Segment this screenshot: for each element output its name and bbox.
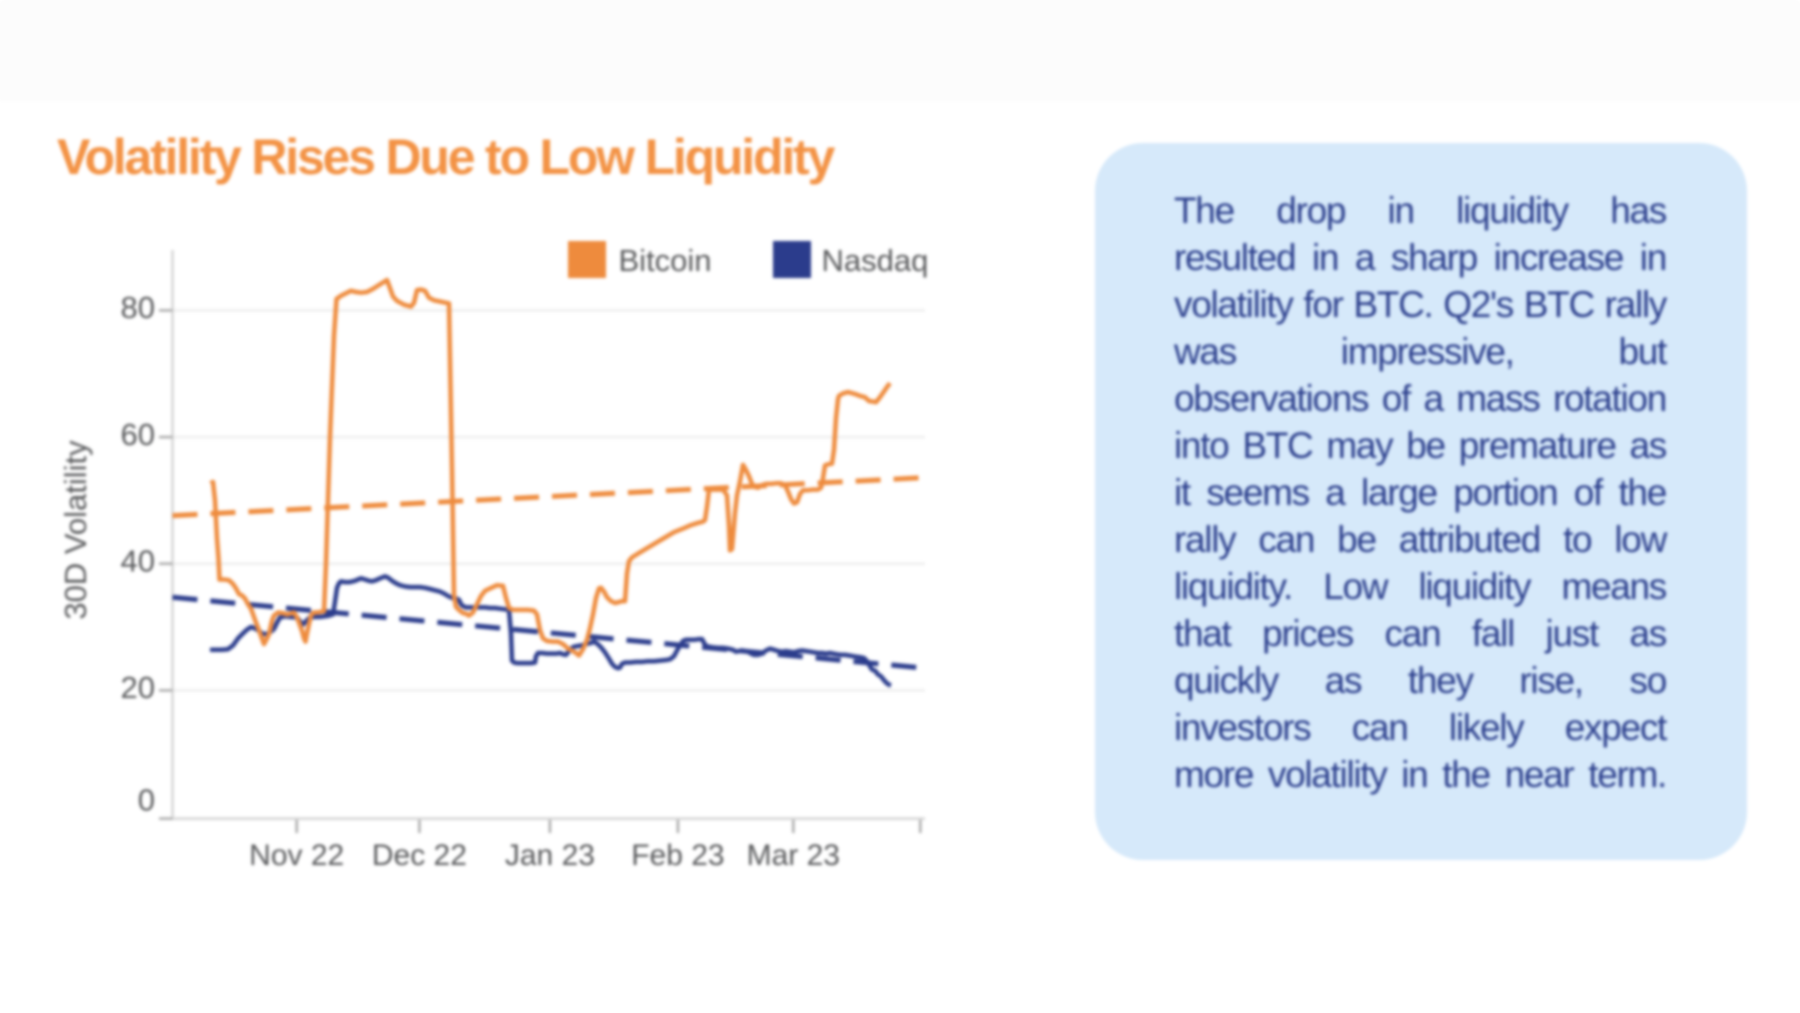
svg-text:0: 0 <box>138 783 155 818</box>
svg-text:80: 80 <box>121 290 155 325</box>
svg-text:60: 60 <box>121 417 155 452</box>
svg-text:Jan 23: Jan 23 <box>505 839 595 872</box>
svg-text:40: 40 <box>121 544 155 579</box>
svg-text:Feb 23: Feb 23 <box>631 839 724 872</box>
svg-text:Nov 22: Nov 22 <box>249 839 344 872</box>
svg-text:30D Volatility: 30D Volatility <box>58 440 93 620</box>
svg-text:Bitcoin: Bitcoin <box>619 243 712 278</box>
svg-text:Mar 23: Mar 23 <box>747 839 840 872</box>
svg-text:Dec 22: Dec 22 <box>372 839 467 872</box>
svg-text:Nasdaq: Nasdaq <box>822 243 929 278</box>
svg-text:20: 20 <box>121 670 155 705</box>
